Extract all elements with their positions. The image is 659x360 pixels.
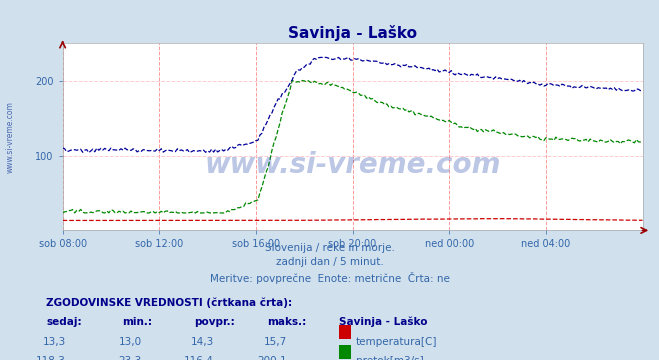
Text: 13,0: 13,0 <box>119 337 142 347</box>
Text: 118,3: 118,3 <box>36 356 66 360</box>
Title: Savinja - Laško: Savinja - Laško <box>288 24 417 41</box>
Text: zadnji dan / 5 minut.: zadnji dan / 5 minut. <box>275 257 384 267</box>
Text: ZGODOVINSKE VREDNOSTI (črtkana črta):: ZGODOVINSKE VREDNOSTI (črtkana črta): <box>46 297 292 307</box>
Text: temperatura[C]: temperatura[C] <box>356 337 438 347</box>
Text: 13,3: 13,3 <box>43 337 66 347</box>
Text: pretok[m3/s]: pretok[m3/s] <box>356 356 424 360</box>
Text: povpr.:: povpr.: <box>194 317 235 327</box>
Text: Meritve: povprečne  Enote: metrične  Črta: ne: Meritve: povprečne Enote: metrične Črta:… <box>210 272 449 284</box>
Text: min.:: min.: <box>122 317 152 327</box>
Text: www.si-vreme.com: www.si-vreme.com <box>204 151 501 179</box>
Text: 14,3: 14,3 <box>191 337 214 347</box>
Text: 23,3: 23,3 <box>119 356 142 360</box>
Text: sedaj:: sedaj: <box>46 317 82 327</box>
Text: Slovenija / reke in morje.: Slovenija / reke in morje. <box>264 243 395 253</box>
Text: maks.:: maks.: <box>267 317 306 327</box>
Text: 116,4: 116,4 <box>185 356 214 360</box>
Text: 15,7: 15,7 <box>264 337 287 347</box>
Text: Savinja - Laško: Savinja - Laško <box>339 317 428 327</box>
Text: 200,1: 200,1 <box>257 356 287 360</box>
Text: www.si-vreme.com: www.si-vreme.com <box>5 101 14 173</box>
